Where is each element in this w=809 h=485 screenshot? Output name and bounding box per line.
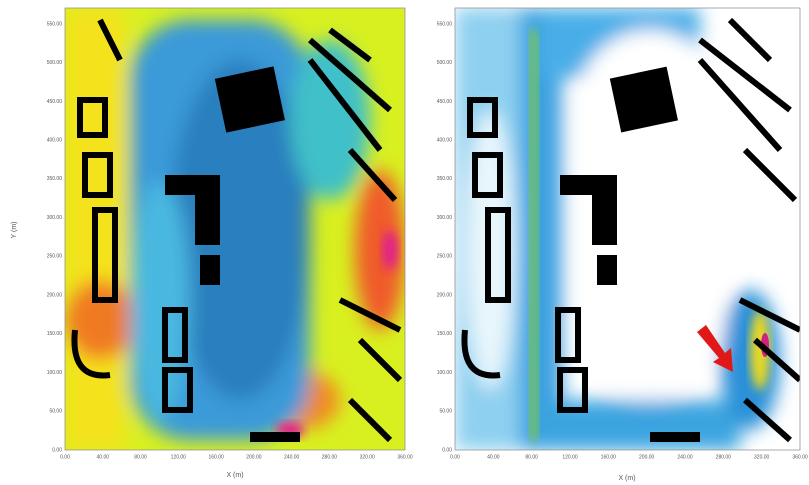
y-tick-label: 500.00 xyxy=(437,60,453,66)
x-tick-label: 160.00 xyxy=(208,454,224,460)
y-tick-label: 0.00 xyxy=(442,447,452,453)
x-tick-label: 280.00 xyxy=(322,454,338,460)
x-axis-label: X (m) xyxy=(618,475,635,482)
y-tick-label: 250.00 xyxy=(47,254,63,260)
figure: Y (m) X (m) X (m) 0.00 40.00 80.00 120.00 16… xyxy=(0,0,809,485)
y-tick-label: 300.00 xyxy=(437,215,453,221)
heatmap-left xyxy=(65,8,405,450)
x-tick-label: 280.00 xyxy=(716,454,732,460)
y-tick-label: 300.00 xyxy=(47,215,63,221)
y-tick-label: 400.00 xyxy=(47,138,63,144)
x-tick-label: 0.00 xyxy=(450,454,460,460)
x-tick-label: 160.00 xyxy=(601,454,617,460)
y-tick-label: 150.00 xyxy=(437,331,453,337)
x-tick-label: 0.00 xyxy=(60,454,70,460)
y-tick-label: 0.00 xyxy=(52,447,62,453)
y-tick-label: 200.00 xyxy=(437,292,453,298)
x-tick-label: 360.00 xyxy=(397,454,413,460)
x-axis-label: X (m) xyxy=(226,472,243,479)
y-tick-label: 350.00 xyxy=(47,176,63,182)
x-tick-label: 360.00 xyxy=(792,454,808,460)
x-tick-label: 240.00 xyxy=(677,454,693,460)
x-tick-label: 40.00 xyxy=(97,454,110,460)
y-tick-label: 100.00 xyxy=(47,370,63,376)
y-axis-label: Y (m) xyxy=(11,222,18,239)
x-tick-label: 120.00 xyxy=(171,454,187,460)
x-tick-label: 80.00 xyxy=(525,454,538,460)
x-tick-label: 240.00 xyxy=(284,454,300,460)
y-tick-label: 150.00 xyxy=(47,331,63,337)
y-tick-label: 50.00 xyxy=(49,409,62,415)
x-tick-label: 40.00 xyxy=(487,454,500,460)
y-tick-label: 450.00 xyxy=(47,99,63,105)
y-tick-label: 100.00 xyxy=(437,370,453,376)
y-tick-label: 400.00 xyxy=(437,138,453,144)
x-tick-label: 320.00 xyxy=(360,454,376,460)
x-tick-label: 320.00 xyxy=(754,454,770,460)
heatmap-right xyxy=(455,8,800,450)
x-tick-label: 120.00 xyxy=(562,454,578,460)
x-tick-label: 80.00 xyxy=(134,454,147,460)
x-tick-label: 200.00 xyxy=(639,454,655,460)
x-tick-label: 200.00 xyxy=(246,454,262,460)
y-tick-label: 350.00 xyxy=(437,176,453,182)
y-tick-label: 250.00 xyxy=(437,254,453,260)
y-tick-label: 550.00 xyxy=(47,21,63,27)
y-tick-label: 450.00 xyxy=(437,99,453,105)
y-tick-label: 550.00 xyxy=(437,21,453,27)
y-tick-label: 500.00 xyxy=(47,60,63,66)
y-tick-label: 200.00 xyxy=(47,292,63,298)
y-tick-label: 50.00 xyxy=(439,409,452,415)
